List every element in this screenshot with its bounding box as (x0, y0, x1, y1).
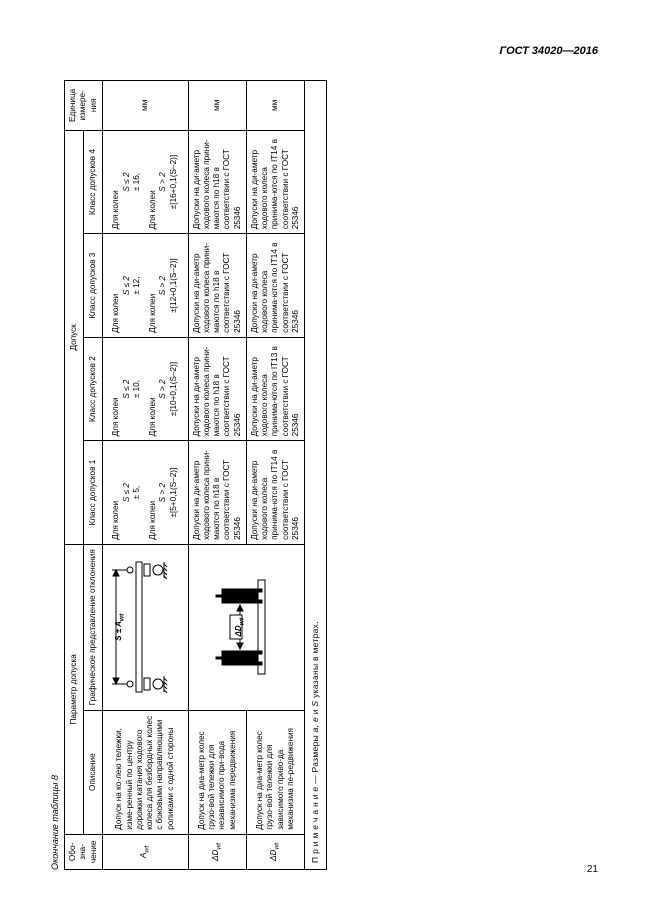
row1-tol2: Для колеи S ≤ 2 ± 10, Для колеи S > 2 ±[… (102, 337, 188, 441)
row1-tol4: Для колеи S ≤ 2 ± 16, Для колеи S > 2 ±[… (102, 130, 188, 234)
rotated-content: Окончание таблицы 8 Обо-зна-чение Параме… (50, 80, 598, 870)
row1-figure-cell: S ± Awt (102, 544, 188, 710)
row3-tol3: Допуски на ди-аметр ходового колеса прин… (246, 234, 304, 338)
th-desc: Описание (83, 710, 102, 834)
row2-tol1: Допуски на ди-аметр ходового колеса прин… (188, 441, 246, 545)
th-unit: Единица измере-ния (65, 81, 103, 131)
tolerance-table: Обо-зна-чение Параметр допуска Допуск Ед… (64, 80, 327, 870)
th-tol1: Класс допусков 1 (83, 441, 102, 545)
row2-tol2: Допуски на ди-аметр ходового колеса прин… (188, 337, 246, 441)
row2-tol3: Допуски на ди-аметр ходового колеса прин… (188, 234, 246, 338)
table-caption: Окончание таблицы 8 (50, 80, 60, 870)
table-note: П р и м е ч а н и е — Размеры a, e и S у… (305, 81, 327, 870)
table-row: ΔDwt Допуск на диа-метр колес грузо-вой … (188, 81, 246, 870)
row2-tol4: Допуски на ди-аметр ходового колеса прин… (188, 130, 246, 234)
row2-figure-cell: ΔDwt (188, 544, 305, 710)
row2-figure-label: ΔDwt (234, 549, 247, 706)
table-row: ΔDwt Допуск на диа-метр колес грузо-вой … (246, 81, 304, 870)
th-graphic: Графическое представление отклонения (83, 544, 102, 710)
th-tol2: Класс допусков 2 (83, 337, 102, 441)
row3-tol2: Допуски на ди-аметр ходового колеса прин… (246, 337, 304, 441)
row3-tol4: Допуски на ди-аметр ходового колеса прин… (246, 130, 304, 234)
row3-unit: мм (246, 81, 304, 131)
row1-unit: мм (102, 81, 188, 131)
row3-desc: Допуск на диа-метр колес грузо-вой тележ… (246, 710, 304, 834)
row1-tol1: Для колеи S ≤ 2 ± 5, Для колеи S > 2 ±[5… (102, 441, 188, 545)
row1-figure-label: S ± Awt (114, 549, 127, 706)
row1-desc: Допуск на ко-лею тележки, изме-ренный по… (102, 710, 188, 834)
th-tol-group: Допуск (65, 130, 84, 544)
th-tol4: Класс допусков 4 (83, 130, 102, 234)
doc-header: ГОСТ 34020—2016 (499, 45, 598, 57)
table-row: Awt Допуск на ко-лею тележки, изме-ренны… (102, 81, 188, 870)
th-tol3: Класс допусков 3 (83, 234, 102, 338)
row2-unit: мм (188, 81, 246, 131)
row3-tol1: Допуски на ди-аметр ходового колеса прин… (246, 441, 304, 545)
th-param-group: Параметр допуска (65, 544, 84, 834)
row3-symbol: ΔDwt (269, 843, 278, 861)
row1-symbol: Awt (139, 846, 148, 858)
row1-tol3: Для колеи S ≤ 2 ± 12, Для колеи S > 2 ±[… (102, 234, 188, 338)
row2-symbol: ΔDwt (211, 843, 220, 861)
table-note-row: П р и м е ч а н и е — Размеры a, e и S у… (305, 81, 327, 870)
row2-desc: Допуск на диа-метр колес грузо-вой тележ… (188, 710, 246, 834)
th-symbol: Обо-зна-чение (65, 834, 103, 869)
